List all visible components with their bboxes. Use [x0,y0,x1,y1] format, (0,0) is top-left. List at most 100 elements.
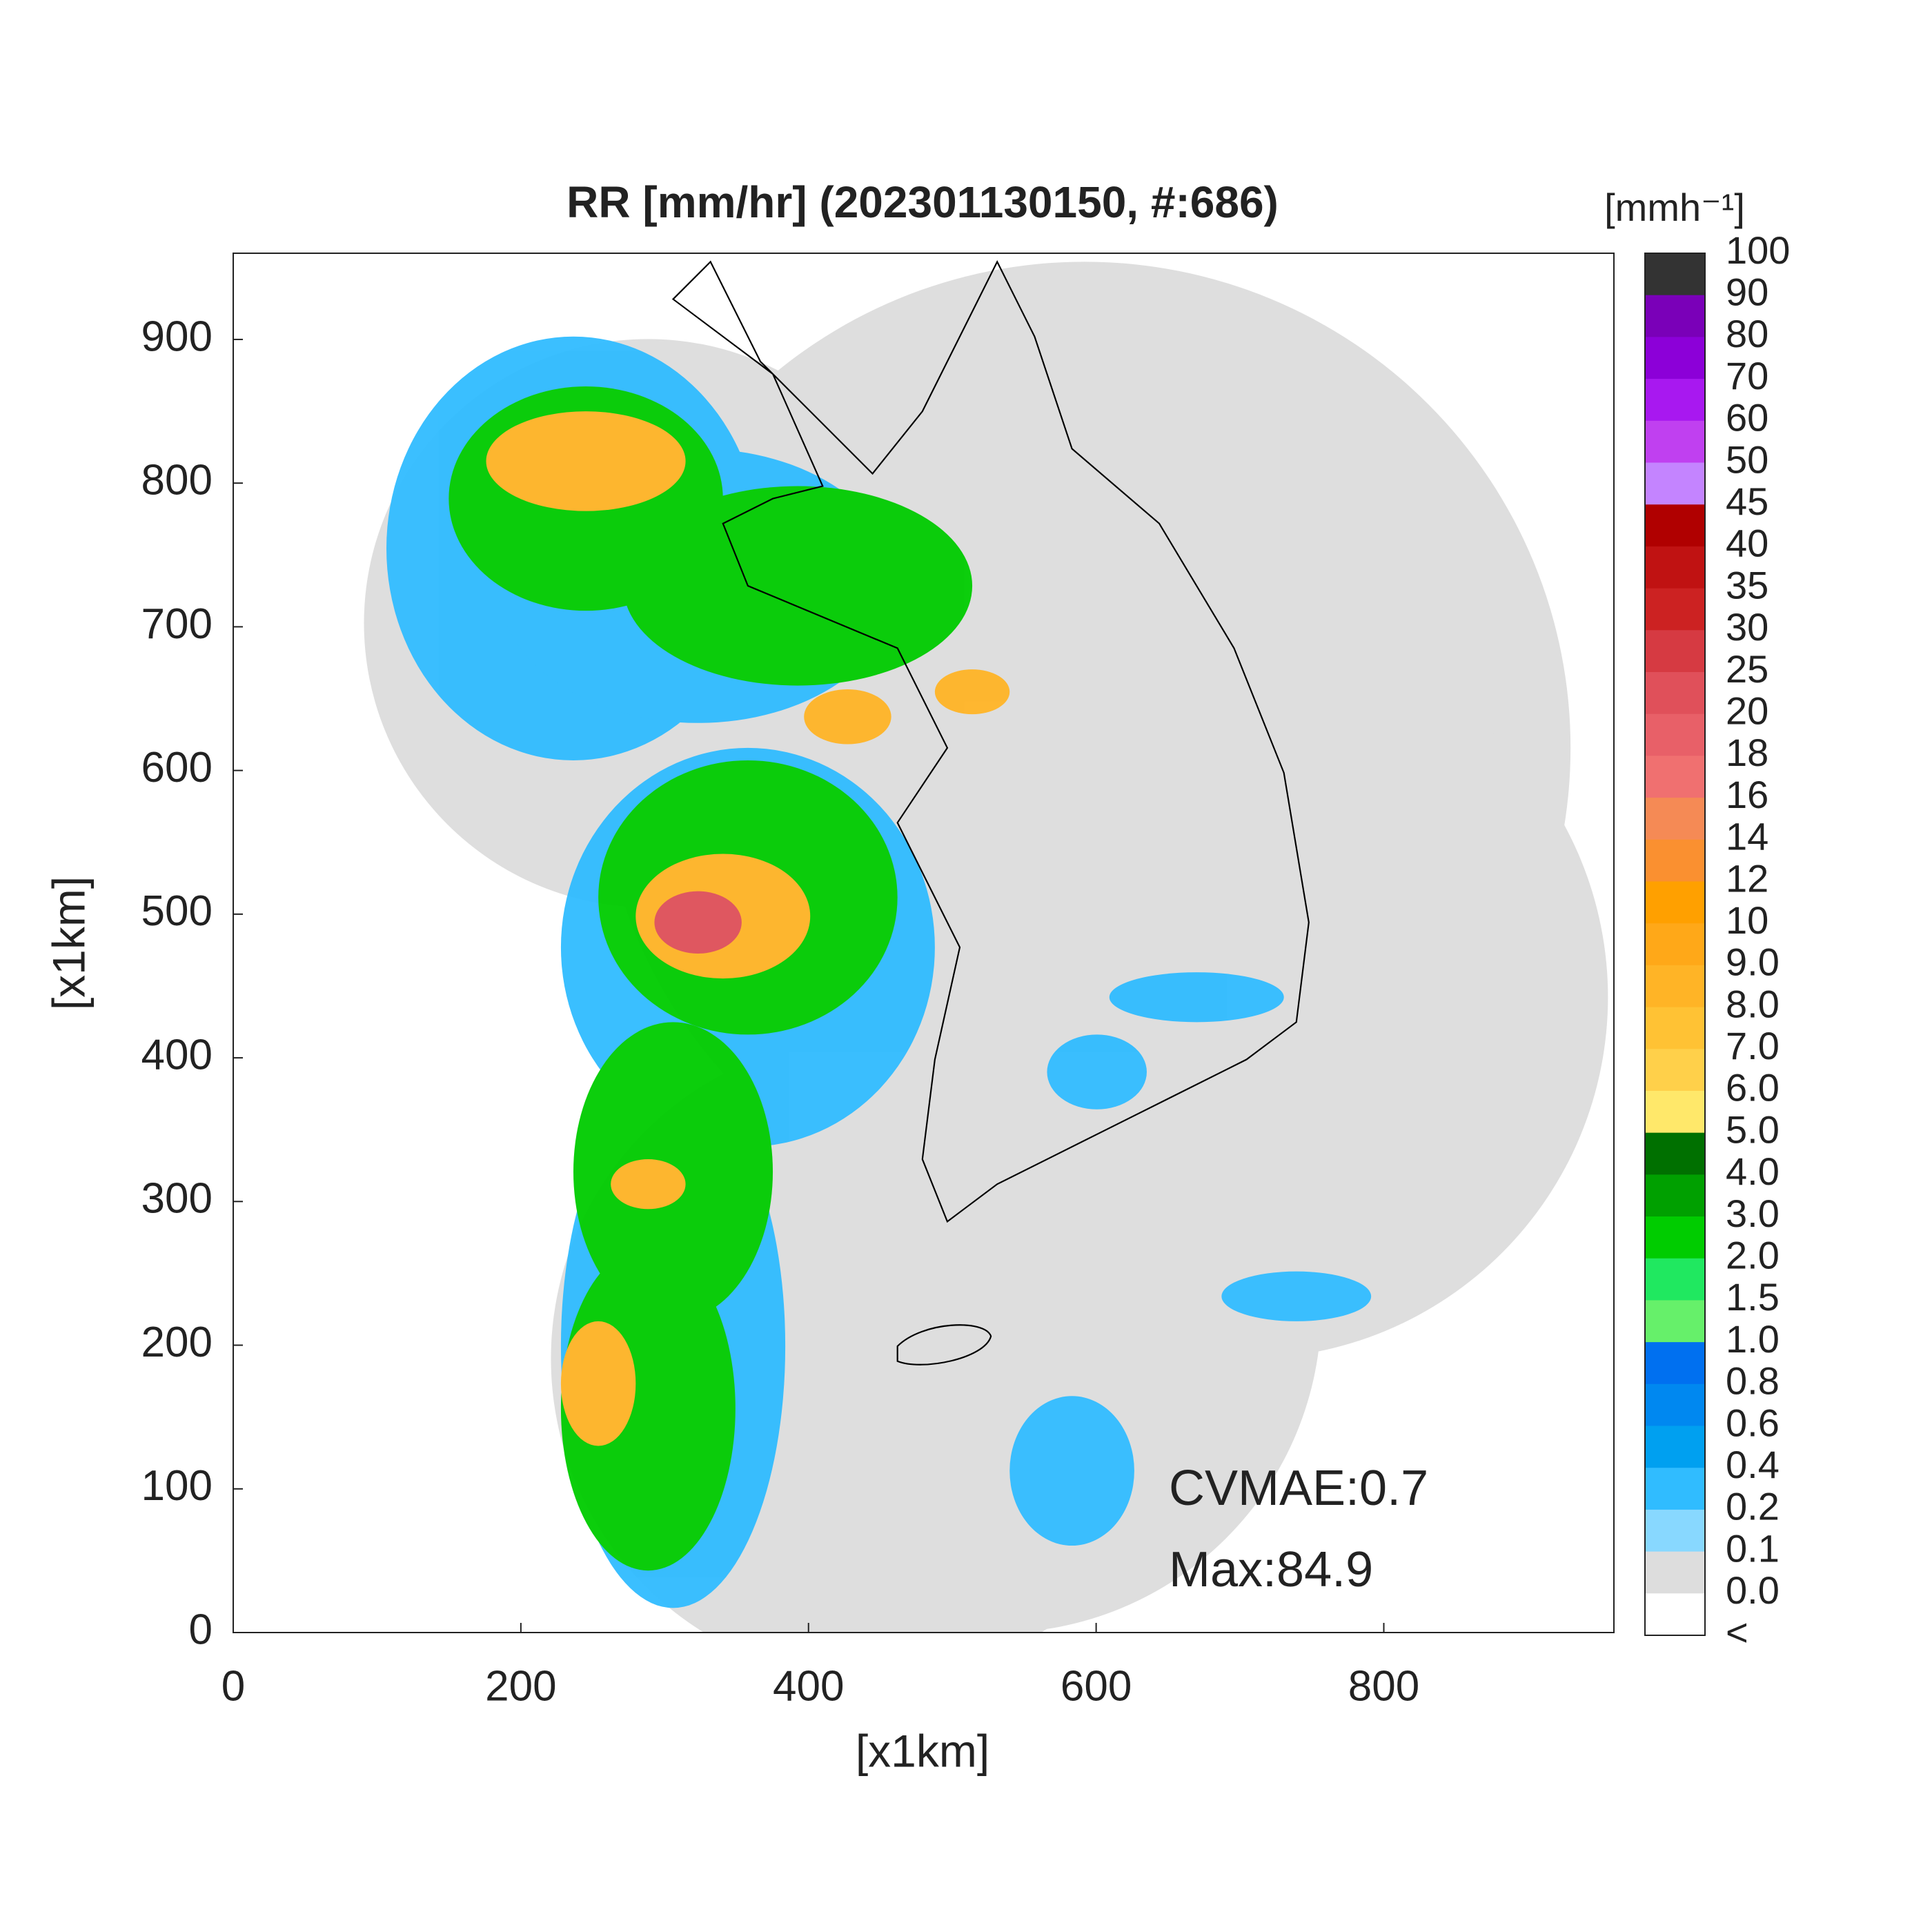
rain-area [1221,1271,1372,1321]
y-tick-label: 400 [141,1031,213,1078]
colorbar-tick-label: 80 [1726,312,1768,355]
colorbar-swatch [1645,1007,1705,1049]
colorbar-swatch [1645,1132,1705,1175]
x-tick-label: 600 [1061,1662,1132,1710]
y-tick-label: 500 [141,887,213,935]
colorbar-swatch [1645,1342,1705,1385]
colorbar-swatch [1645,1426,1705,1468]
y-tick-label: 800 [141,457,213,504]
annotation: CVMAE:0.7 [1169,1461,1428,1516]
colorbar-swatch [1645,1216,1705,1259]
colorbar-tick-label: < [1726,1610,1748,1654]
colorbar-tick-label: 50 [1726,437,1768,481]
title: RR [mm/hr] (202301130150, #:686) [566,177,1279,227]
rain-area [654,891,742,954]
x-tick-label: 0 [221,1662,245,1710]
colorbar-tick-label: 14 [1726,815,1768,858]
colorbar-swatch [1645,1090,1705,1134]
colorbar-swatch [1645,1300,1705,1343]
y-axis-label: [x1km] [43,876,94,1010]
colorbar-tick-label: 10 [1726,898,1768,942]
colorbar-swatch [1645,756,1705,798]
colorbar-tick-label: 1.0 [1726,1317,1780,1361]
colorbar-swatch [1645,420,1705,463]
colorbar-swatch [1645,1383,1705,1427]
coastline [671,259,1310,1223]
rain-area [486,411,686,511]
y-tick-label: 0 [189,1606,213,1653]
rain-area [1009,1396,1134,1546]
x-tick-label: 400 [773,1662,844,1710]
colorbar-frame [1644,253,1706,1636]
colorbar-tick-label: 4.0 [1726,1150,1780,1193]
colorbar-tick-label: 25 [1726,647,1768,691]
colorbar-tick-label: 0.6 [1726,1401,1780,1444]
radar-field [364,259,1608,1633]
y-tick-label: 900 [141,313,213,360]
rain-area [1047,1034,1147,1110]
colorbar-tick-label: 20 [1726,689,1768,732]
y-tick-label: 100 [141,1462,213,1510]
colorbar-swatch [1645,965,1705,1008]
colorbar-swatch [1645,1593,1705,1636]
colorbar-swatch [1645,713,1705,756]
rain-area [623,486,973,686]
colorbar-swatch [1645,881,1705,924]
rain-area [1109,972,1284,1023]
colorbar-tick-label: 100 [1726,228,1790,272]
island-outline [896,1324,992,1366]
colorbar-tick-label: 1.5 [1726,1275,1780,1319]
plot-frame [233,253,1615,1633]
colorbar-swatch [1645,1174,1705,1217]
colorbar-swatch [1645,546,1705,589]
x-axis-label: [x1km] [856,1725,989,1776]
colorbar-swatch [1645,1468,1705,1510]
colorbar-swatch [1645,1509,1705,1552]
colorbar-tick-label: 0.4 [1726,1443,1780,1486]
colorbar-tick-label: 9.0 [1726,940,1780,984]
radar-coverage [364,259,1608,1633]
colorbar-tick-label: 70 [1726,354,1768,397]
y-tick-label: 700 [141,600,213,648]
colorbar-swatch [1645,1551,1705,1594]
colorbar-swatch [1645,253,1705,296]
colorbar-tick-label: 5.0 [1726,1107,1780,1151]
colorbar-tick-label: 0.2 [1726,1485,1780,1528]
y-tick-label: 600 [141,744,213,791]
colorbar-swatch [1645,337,1705,379]
colorbar-tick-label: 40 [1726,522,1768,565]
rain-area [804,689,891,745]
colorbar-swatch [1645,1049,1705,1092]
y-tick-label: 200 [141,1319,213,1366]
colorbar-swatch [1645,295,1705,337]
colorbar-swatch [1645,839,1705,882]
colorbar-label: [mmh⁻¹] [1604,186,1745,229]
colorbar-tick-label: 0.0 [1726,1568,1780,1612]
colorbar-swatch [1645,1258,1705,1301]
rain-area [611,1159,686,1210]
rain-area [934,669,1010,715]
colorbar-tick-label: 7.0 [1726,1024,1780,1067]
colorbar-swatch [1645,923,1705,966]
colorbar-tick-label: 12 [1726,856,1768,900]
colorbar-tick-label: 8.0 [1726,982,1780,1025]
colorbar-tick-label: 18 [1726,731,1768,774]
colorbar-tick-label: 2.0 [1726,1234,1780,1277]
colorbar-swatch [1645,630,1705,673]
colorbar-tick-label: 90 [1726,270,1768,313]
colorbar-swatch [1645,462,1705,505]
colorbar-swatch [1645,379,1705,422]
colorbar-tick-label: 6.0 [1726,1066,1780,1110]
colorbar-swatch [1645,798,1705,840]
colorbar-tick-label: 3.0 [1726,1192,1780,1235]
y-tick-label: 300 [141,1175,213,1223]
annotation: Max:84.9 [1169,1542,1373,1597]
colorbar-tick-label: 30 [1726,605,1768,649]
rain-area [560,1321,636,1446]
x-tick-label: 200 [485,1662,556,1710]
coverage-area [673,985,1321,1633]
colorbar-tick-label: 0.1 [1726,1526,1780,1570]
colorbar-swatch [1645,588,1705,631]
colorbar-swatch [1645,671,1705,715]
colorbar-tick-label: 0.8 [1726,1359,1780,1403]
